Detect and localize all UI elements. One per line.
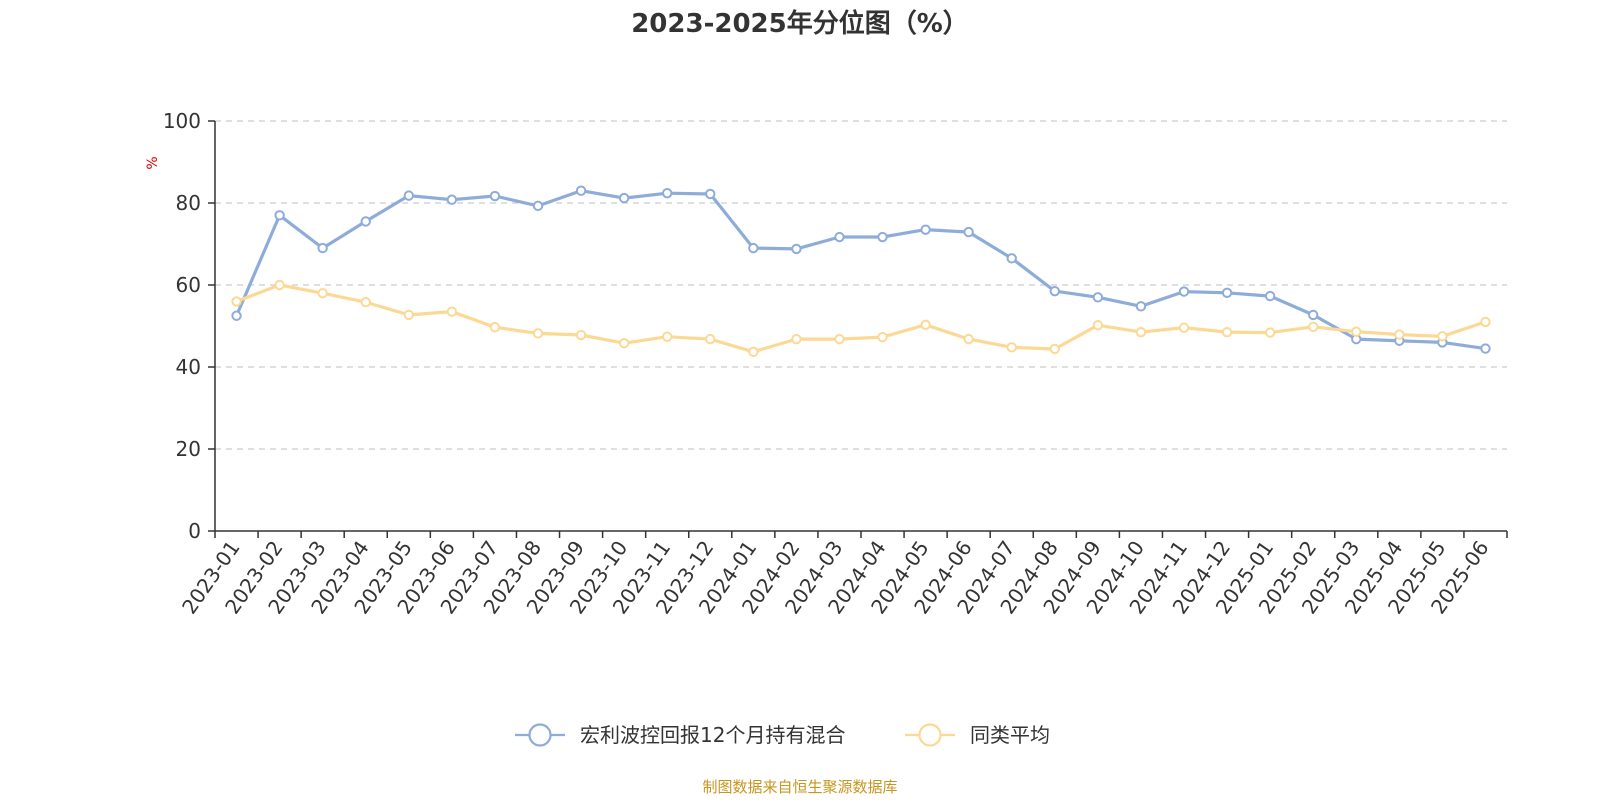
y-tick-label: 40: [176, 355, 201, 379]
data-point[interactable]: [1480, 343, 1491, 354]
data-point[interactable]: [1351, 326, 1362, 337]
data-point[interactable]: [877, 331, 888, 343]
source-note: 制图数据来自恒生聚源数据库: [702, 778, 897, 796]
data-point[interactable]: [1308, 321, 1319, 333]
series-1: [231, 185, 1491, 354]
series-2: [231, 279, 1491, 358]
data-point[interactable]: [403, 190, 414, 201]
data-point[interactable]: [1006, 342, 1017, 353]
data-point[interactable]: [1308, 309, 1319, 321]
data-point[interactable]: [705, 188, 716, 200]
data-point[interactable]: [618, 192, 630, 204]
data-point[interactable]: [1135, 301, 1147, 312]
data-point[interactable]: [748, 242, 759, 254]
data-point[interactable]: [834, 231, 845, 243]
data-point[interactable]: [1221, 287, 1233, 298]
data-point[interactable]: [575, 185, 587, 196]
data-point[interactable]: [489, 190, 501, 202]
data-point[interactable]: [1264, 290, 1276, 302]
data-point[interactable]: [877, 231, 888, 243]
data-point[interactable]: [1480, 316, 1491, 328]
series-line: [235, 283, 1487, 354]
data-point[interactable]: [662, 331, 673, 342]
data-point[interactable]: [1006, 253, 1017, 264]
data-point[interactable]: [274, 210, 285, 221]
y-axis-unit: %: [145, 156, 161, 169]
data-point[interactable]: [1049, 343, 1061, 355]
data-point[interactable]: [360, 297, 371, 308]
legend-swatch-marker: [918, 723, 942, 747]
data-point[interactable]: [1221, 326, 1233, 338]
legend-swatch-marker: [528, 723, 552, 747]
data-point[interactable]: [791, 243, 802, 255]
data-point[interactable]: [403, 309, 414, 321]
data-point[interactable]: [1437, 331, 1448, 342]
legend-label: 同类平均: [970, 723, 1050, 747]
data-point[interactable]: [532, 200, 544, 212]
series-layer: [231, 185, 1491, 358]
axes: 0204060801002023-012023-022023-032023-04…: [163, 109, 1508, 618]
chart-title: 2023-2025年分位图（%）: [631, 8, 969, 39]
legend-item[interactable]: 宏利波控回报12个月持有混合: [515, 723, 845, 747]
data-point[interactable]: [532, 328, 544, 339]
data-point[interactable]: [1092, 292, 1104, 303]
data-point[interactable]: [963, 226, 974, 238]
data-point[interactable]: [317, 242, 328, 254]
data-point[interactable]: [1394, 329, 1405, 340]
y-tick-label: 60: [176, 273, 201, 297]
y-tick-label: 100: [163, 109, 201, 133]
data-point[interactable]: [748, 346, 759, 358]
data-point[interactable]: [662, 187, 673, 199]
data-point[interactable]: [1092, 319, 1104, 331]
legend-label: 宏利波控回报12个月持有混合: [580, 723, 845, 747]
data-point[interactable]: [920, 319, 931, 330]
series-line: [235, 189, 1486, 351]
data-point[interactable]: [1135, 326, 1147, 338]
data-point[interactable]: [834, 333, 845, 345]
data-point[interactable]: [231, 296, 242, 307]
data-point[interactable]: [1178, 322, 1190, 333]
legend[interactable]: 宏利波控回报12个月持有混合 同类平均: [515, 723, 1050, 747]
y-tick-label: 0: [188, 519, 201, 543]
data-point[interactable]: [575, 329, 587, 341]
data-point[interactable]: [489, 322, 501, 333]
data-point[interactable]: [317, 288, 328, 299]
data-point[interactable]: [705, 333, 716, 345]
y-tick-label: 80: [176, 191, 201, 215]
data-point[interactable]: [446, 194, 458, 205]
data-point[interactable]: [963, 333, 974, 345]
data-point[interactable]: [791, 333, 802, 345]
data-point[interactable]: [1264, 327, 1276, 338]
data-point[interactable]: [1049, 285, 1061, 297]
data-point[interactable]: [446, 306, 458, 317]
y-tick-label: 20: [176, 437, 201, 461]
legend-item[interactable]: 同类平均: [905, 723, 1050, 747]
data-point[interactable]: [274, 279, 285, 291]
data-point[interactable]: [231, 310, 242, 321]
data-point[interactable]: [920, 224, 931, 235]
data-point[interactable]: [1178, 286, 1190, 297]
gridlines: [215, 120, 1507, 450]
data-point[interactable]: [618, 338, 630, 349]
data-point[interactable]: [360, 216, 371, 227]
